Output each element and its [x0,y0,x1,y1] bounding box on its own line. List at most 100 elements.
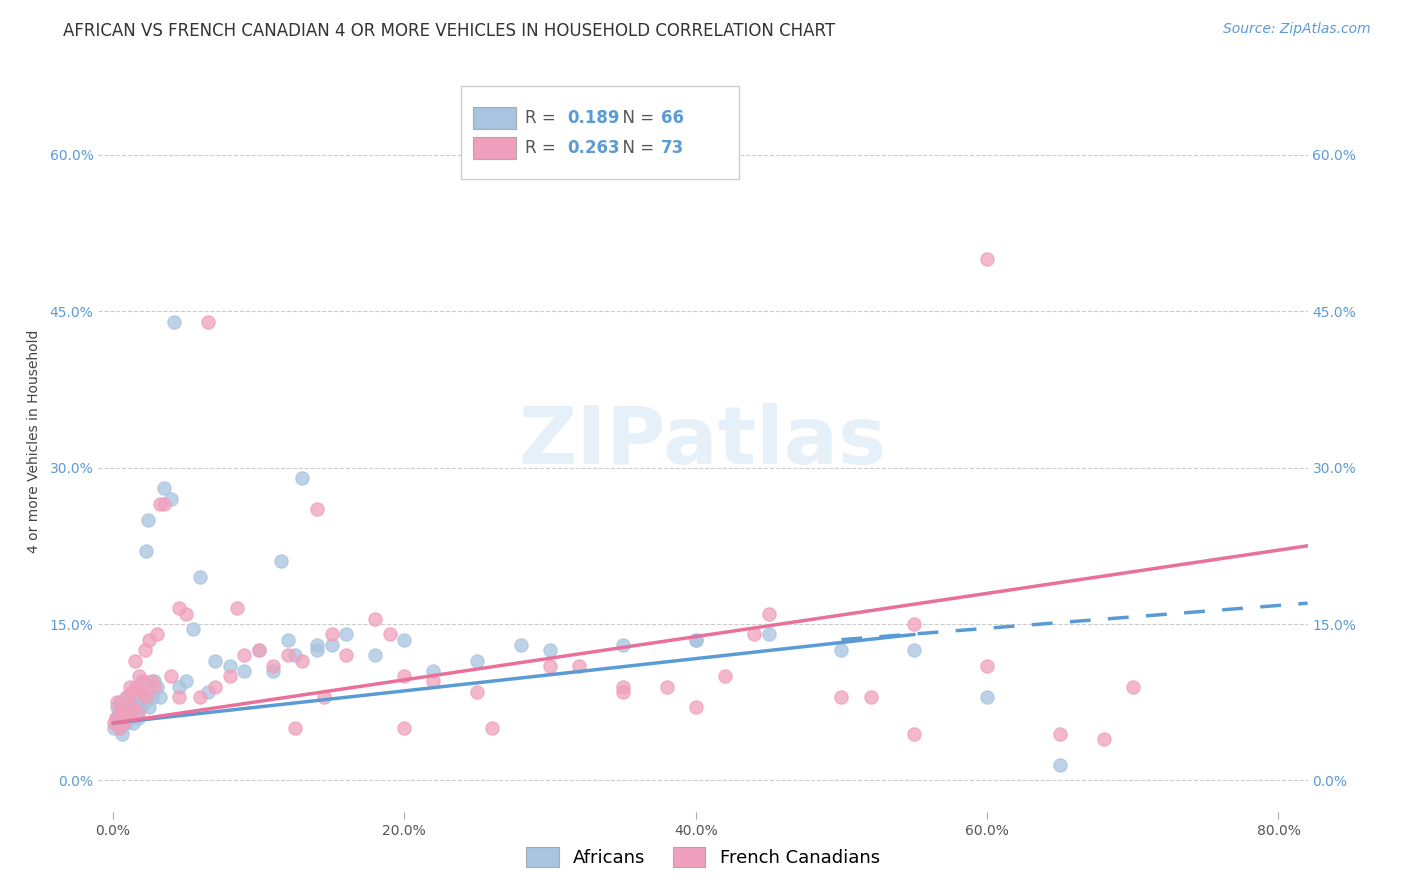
Text: 73: 73 [661,138,683,157]
Point [742,627,765,641]
Point [114,700,136,714]
Text: ZIPatlas: ZIPatlas [519,402,887,481]
Point [335,648,357,663]
Point [685,700,707,714]
Point [422,664,444,678]
Point [364,648,387,663]
Text: 0.189: 0.189 [568,109,620,127]
Point [153,497,176,511]
Point [122,700,145,714]
Point [262,664,284,678]
Point [141,690,163,704]
Point [509,638,531,652]
Point [125,680,148,694]
Point [115,716,138,731]
Point [167,680,190,694]
Point [117,700,139,714]
Point [136,513,159,527]
Point [830,643,852,657]
Point [145,680,167,694]
Point [612,685,634,699]
Point [149,497,172,511]
Point [612,680,634,694]
Point [284,721,307,735]
Point [163,315,186,329]
Point [314,690,336,704]
Point [110,721,132,735]
Point [976,658,998,673]
Point [364,612,387,626]
Point [128,690,150,704]
FancyBboxPatch shape [474,136,516,159]
Point [103,721,125,735]
Point [247,643,270,657]
Point [481,721,503,735]
Point [903,617,925,632]
Point [903,643,925,657]
Point [105,700,128,714]
Point [1049,726,1071,740]
Text: R =: R = [526,138,561,157]
Point [124,653,146,667]
Point [117,690,139,704]
Point [465,653,488,667]
Point [118,695,141,709]
Point [112,716,135,731]
Point [277,648,299,663]
Point [321,638,343,652]
Point [108,721,131,735]
Point [111,726,134,740]
Point [685,632,707,647]
Point [121,695,143,709]
Point [127,706,149,720]
Point [134,643,156,657]
Point [174,607,197,621]
Point [465,685,488,699]
Text: N =: N = [613,138,659,157]
Point [110,695,132,709]
Point [321,627,343,641]
Point [197,685,219,699]
Point [305,502,328,516]
Point [394,632,416,647]
Point [135,544,157,558]
Point [142,680,165,694]
Text: 0.263: 0.263 [568,138,620,157]
Point [131,685,153,699]
Point [538,643,561,657]
Point [129,685,152,699]
Point [127,711,149,725]
Point [394,721,416,735]
Text: AFRICAN VS FRENCH CANADIAN 4 OR MORE VEHICLES IN HOUSEHOLD CORRELATION CHART: AFRICAN VS FRENCH CANADIAN 4 OR MORE VEH… [63,22,835,40]
Point [335,627,357,641]
FancyBboxPatch shape [461,87,740,178]
Point [104,711,127,725]
Point [394,669,416,683]
Point [305,643,328,657]
Point [111,700,134,714]
Text: Source: ZipAtlas.com: Source: ZipAtlas.com [1223,22,1371,37]
Point [138,632,160,647]
Point [1049,757,1071,772]
Point [160,491,183,506]
Point [105,716,128,731]
Point [291,653,314,667]
Point [190,690,212,704]
Point [190,570,212,584]
Point [204,680,226,694]
Point [714,669,737,683]
Point [134,695,156,709]
Point [233,648,256,663]
Point [128,669,150,683]
Point [104,711,127,725]
Point [305,638,328,652]
Point [538,658,561,673]
Y-axis label: 4 or more Vehicles in Household: 4 or more Vehicles in Household [27,330,41,553]
Point [138,700,160,714]
Point [284,648,307,663]
Point [181,622,204,636]
Point [174,674,197,689]
Point [131,674,153,689]
Point [114,706,136,720]
Point [685,632,707,647]
